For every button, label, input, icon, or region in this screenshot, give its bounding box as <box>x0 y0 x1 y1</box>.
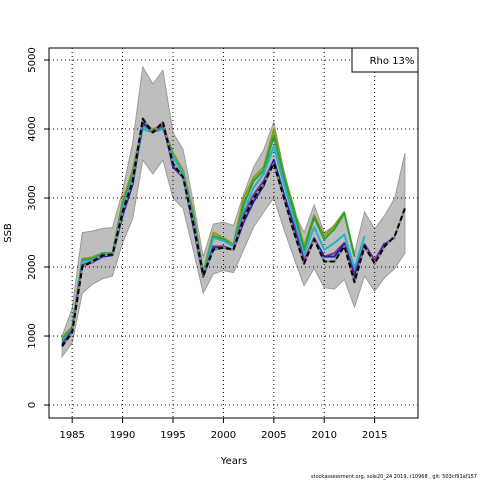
y-tick-label: 0 <box>27 402 38 408</box>
x-axis-label: Years <box>220 456 247 467</box>
y-axis-label: SSB <box>3 223 14 243</box>
series-line <box>61 117 406 347</box>
plot-frame <box>48 47 419 419</box>
x-tick-label: 1985 <box>59 430 84 441</box>
x-tick-label: 1995 <box>160 430 185 441</box>
y-tick-label: 3000 <box>27 185 38 210</box>
x-tick-label: 2010 <box>312 430 337 441</box>
legend-box <box>351 47 419 73</box>
legend-text: Rho 13% <box>370 56 415 67</box>
confidence-band <box>61 65 406 359</box>
footer: stockassessment.org, sole20_24 2019, r10… <box>311 474 477 480</box>
y-tick-label: 1000 <box>27 323 38 348</box>
y-tick-label: 4000 <box>27 116 38 141</box>
y-tick-label: 2000 <box>27 254 38 279</box>
x-tick-label: 2015 <box>362 430 387 441</box>
x-tick-label: 1990 <box>110 430 135 441</box>
y-tick-label: 5000 <box>27 47 38 72</box>
x-tick-label: 2000 <box>211 430 236 441</box>
x-tick-label: 2005 <box>261 430 286 441</box>
